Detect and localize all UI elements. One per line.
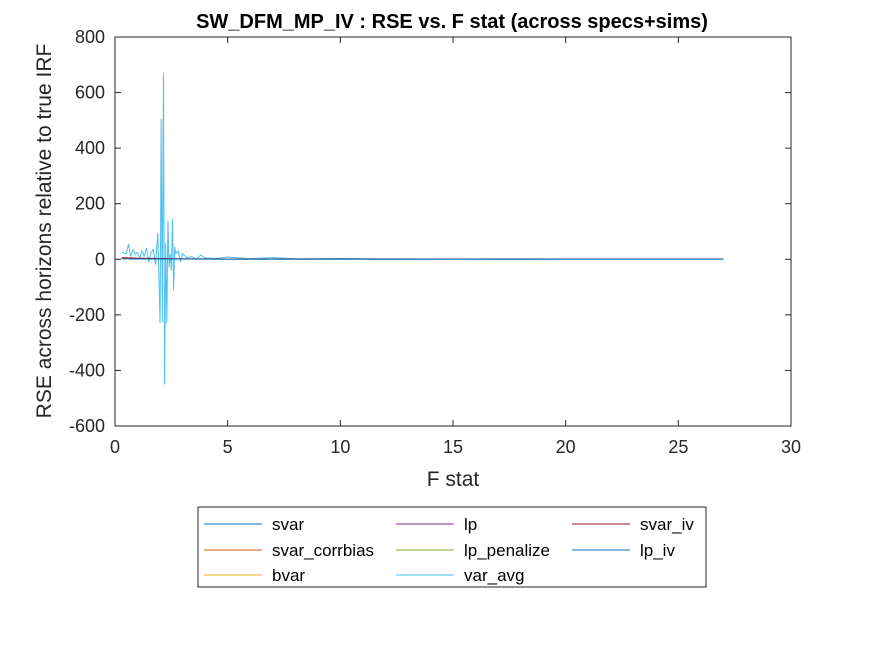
- series-line-lp_iv: [121, 258, 724, 260]
- y-axis: -600 -400 -200 0 200 400 600 800: [69, 27, 791, 436]
- y-tick-label: 800: [75, 27, 105, 47]
- x-tick-label: 0: [110, 437, 120, 457]
- legend-box: [197, 506, 707, 588]
- y-tick-label: -200: [69, 305, 105, 325]
- x-tick-label: 30: [781, 437, 801, 457]
- series-line-var_avg: [121, 73, 724, 385]
- x-tick-label: 5: [223, 437, 233, 457]
- y-tick-label: -400: [69, 360, 105, 380]
- legend-label-lp_iv: lp_iv: [640, 541, 675, 560]
- y-tick-label: 200: [75, 194, 105, 214]
- chart-title: SW_DFM_MP_IV : RSE vs. F stat (across sp…: [196, 11, 708, 33]
- x-tick-label: 15: [443, 437, 463, 457]
- y-tick-label: 400: [75, 138, 105, 158]
- legend-label-var_avg: var_avg: [464, 566, 524, 585]
- x-axis: 0 5 10 15 20 25 30: [110, 37, 801, 457]
- x-tick-label: 10: [330, 437, 350, 457]
- legend-label-svar_corrbias: svar_corrbias: [272, 541, 374, 560]
- y-tick-label: -600: [69, 416, 105, 436]
- series-layer: [121, 73, 724, 385]
- legend: svar lp svar_iv svar_corrbias lp_penalize lp_…: [197, 506, 707, 588]
- legend-label-svar_iv: svar_iv: [640, 515, 694, 534]
- legend-label-lp_penalize: lp_penalize: [464, 541, 550, 560]
- legend-label-bvar: bvar: [272, 566, 305, 585]
- x-axis-label: F stat: [427, 468, 480, 491]
- y-tick-label: 600: [75, 83, 105, 103]
- y-tick-label: 0: [95, 249, 105, 269]
- plot-area: [115, 37, 791, 426]
- x-tick-label: 20: [556, 437, 576, 457]
- legend-label-svar: svar: [272, 515, 304, 534]
- x-tick-label: 25: [668, 437, 688, 457]
- y-axis-label: RSE across horizons relative to true IRF: [33, 44, 56, 419]
- legend-label-lp: lp: [464, 515, 477, 534]
